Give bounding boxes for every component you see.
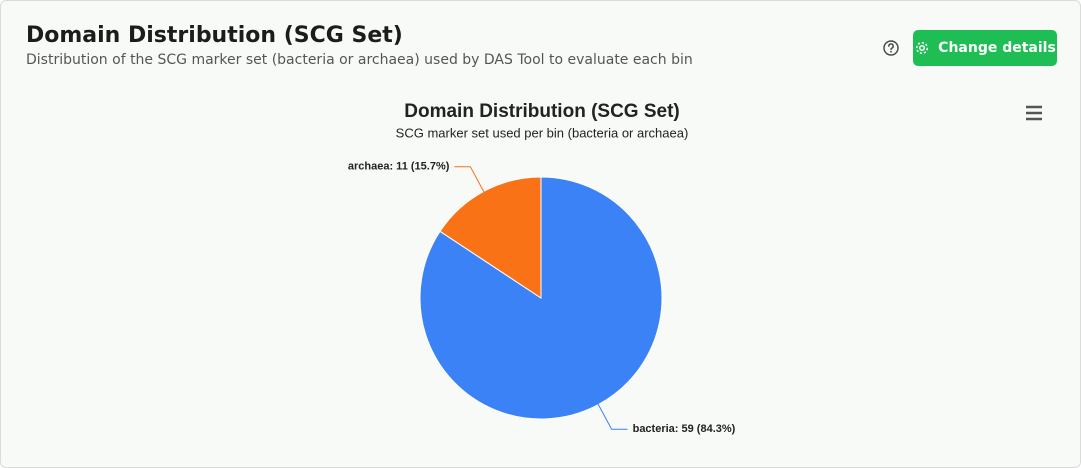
label-connector	[596, 400, 628, 430]
chart: Domain Distribution (SCG Set) SCG marker…	[348, 100, 1048, 435]
gear-icon	[916, 41, 929, 55]
data-label: bacteria: 59 (84.3%)	[633, 423, 736, 435]
menu-icon[interactable]	[1020, 100, 1048, 126]
label-connector	[454, 166, 486, 196]
button-label: Change details	[938, 40, 1056, 56]
help-icon[interactable]	[882, 39, 900, 57]
page-subtitle: Distribution of the SCG marker set (bact…	[26, 52, 693, 68]
page-title: Domain Distribution (SCG Set)	[26, 23, 403, 48]
chart-title: Domain Distribution (SCG Set)	[404, 101, 680, 122]
data-label: archaea: 11 (15.7%)	[348, 161, 450, 173]
change-details-button[interactable]: Change details	[913, 30, 1057, 66]
chart-subtitle: SCG marker set used per bin (bacteria or…	[396, 125, 689, 140]
